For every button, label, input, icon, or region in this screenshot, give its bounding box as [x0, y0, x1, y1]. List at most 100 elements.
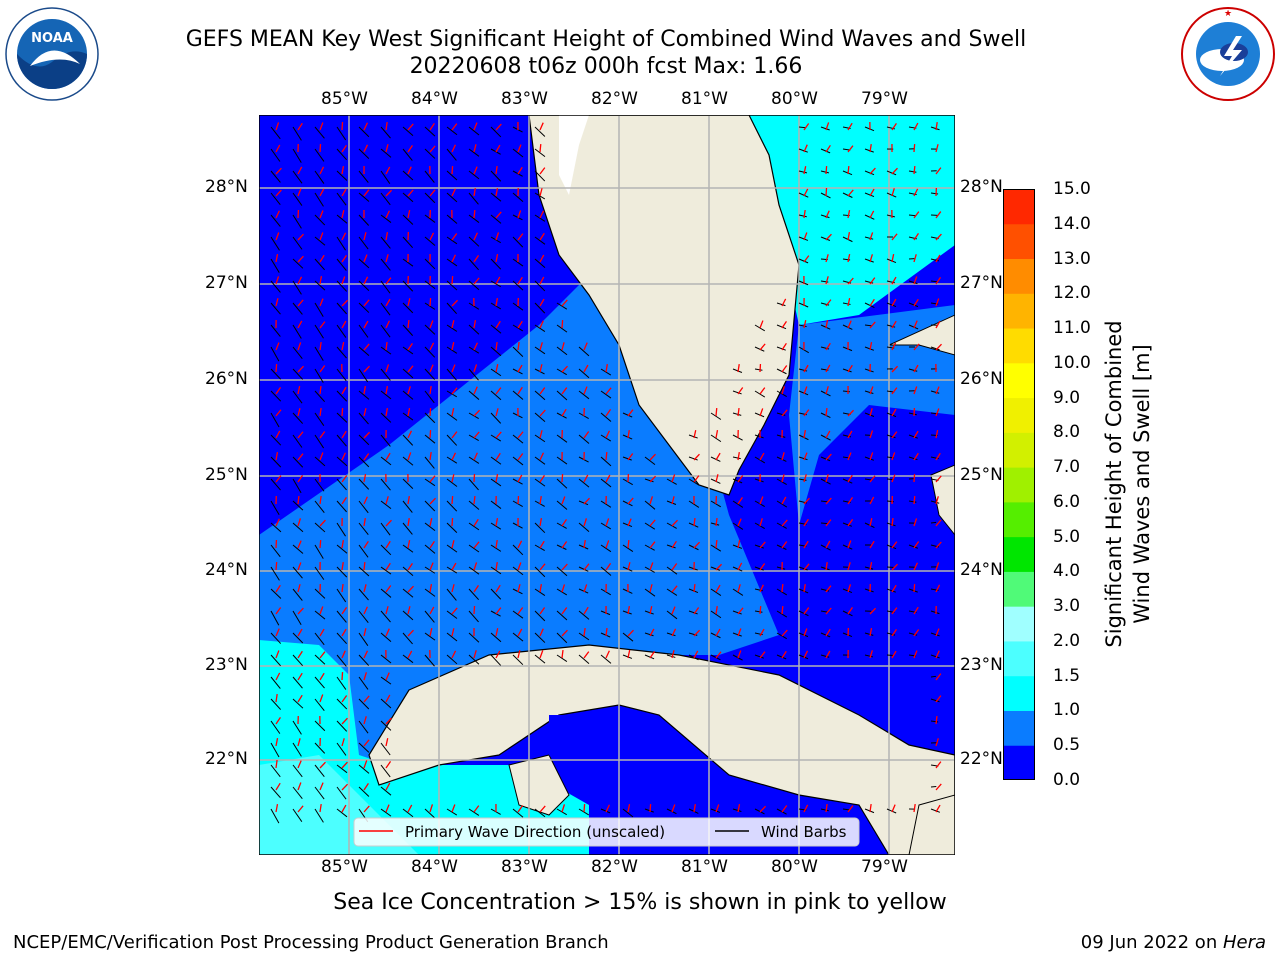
wind-barb: [732, 522, 744, 530]
colorbar-tick-label: 12.0: [1053, 283, 1091, 304]
wind-barb: [402, 808, 414, 818]
wave-arrow: [429, 497, 436, 505]
wave-arrow: [495, 232, 500, 241]
wave-arrow: [517, 386, 523, 395]
wind-barb: [358, 522, 369, 536]
wave-arrow: [539, 452, 545, 461]
wave-arrow: [341, 210, 345, 219]
wind-barb: [358, 500, 369, 514]
footer-date: 09 Jun 2022 on Hera: [1081, 932, 1266, 953]
wind-barb: [380, 720, 392, 731]
wave-arrow: [319, 188, 325, 197]
wave-arrow: [715, 584, 721, 593]
wave-arrow: [825, 453, 832, 461]
wind-barb: [908, 280, 918, 285]
wind-barb: [512, 346, 524, 357]
wave-arrow: [715, 651, 722, 659]
wind-barb: [270, 522, 282, 533]
wave-arrow: [385, 364, 390, 373]
wave-arrow: [297, 518, 302, 527]
wind-barb: [402, 478, 414, 490]
wind-barb: [930, 720, 939, 723]
wind-barb: [336, 478, 347, 491]
wind-barb: [798, 632, 809, 638]
wind-barb: [600, 566, 612, 576]
wind-barb: [380, 346, 392, 355]
wave-arrow: [803, 188, 809, 197]
wind-barb: [820, 346, 830, 350]
wave-arrow: [605, 540, 610, 549]
wind-barb: [424, 126, 436, 137]
wind-barb: [424, 588, 436, 597]
wave-arrow: [737, 518, 742, 527]
wave-arrow: [913, 803, 916, 813]
wind-barb: [336, 148, 347, 161]
wave-arrow: [825, 254, 829, 263]
wind-barb: [424, 500, 436, 512]
wind-barb: [512, 610, 524, 619]
wave-arrow: [803, 452, 808, 461]
wind-barb: [446, 148, 457, 161]
wind-barb: [336, 324, 347, 338]
wave-arrow: [385, 277, 392, 285]
wave-arrow: [275, 759, 278, 769]
wave-arrow: [935, 584, 941, 593]
wave-arrow: [319, 782, 324, 791]
wave-arrow: [935, 783, 942, 791]
sea-band-northeast: [749, 115, 955, 325]
wave-arrow: [385, 320, 391, 329]
wave-arrow: [385, 519, 392, 527]
wave-arrow: [539, 143, 542, 153]
wave-arrow: [891, 650, 897, 659]
wave-arrow: [935, 541, 942, 549]
wave-arrow: [385, 585, 392, 593]
wind-barb: [358, 170, 369, 183]
wind-barb: [446, 610, 458, 619]
wind-barb: [490, 456, 502, 465]
wind-barb: [314, 500, 325, 513]
wave-arrow: [539, 387, 546, 395]
wave-arrow: [473, 144, 477, 153]
wind-barb: [534, 654, 546, 664]
wind-barb: [732, 368, 743, 373]
wave-arrow: [715, 804, 720, 813]
svg-text:★: ★: [1224, 9, 1232, 19]
wind-barb: [534, 632, 546, 643]
wave-arrow: [759, 584, 764, 593]
wind-barb: [798, 236, 809, 241]
wave-arrow: [363, 299, 370, 307]
wave-arrow: [539, 563, 546, 571]
wave-arrow: [495, 320, 501, 329]
wave-arrow: [451, 364, 456, 373]
wind-barb: [270, 324, 281, 337]
wave-arrow: [781, 519, 788, 527]
wind-barb: [446, 522, 458, 534]
wind-barb: [314, 610, 326, 620]
wave-arrow: [363, 540, 369, 549]
wave-arrow: [275, 650, 280, 659]
colorbar-tick-label: 8.0: [1053, 422, 1081, 443]
wave-arrow: [803, 255, 810, 263]
wave-arrow: [759, 541, 766, 549]
wave-arrow: [517, 562, 522, 571]
wind-barb: [754, 434, 764, 439]
colorbar-title-line1: Significant Height of Combined: [1102, 320, 1126, 648]
wave-arrow: [627, 518, 632, 527]
wind-barb: [710, 434, 722, 443]
wind-barb: [644, 522, 656, 530]
wave-arrow: [781, 541, 788, 549]
wind-barb: [446, 808, 458, 816]
wind-barb: [292, 764, 303, 778]
wave-arrow: [275, 452, 279, 461]
wind-barb: [424, 412, 436, 424]
wind-barb: [534, 588, 546, 596]
wave-arrow: [935, 233, 942, 241]
wave-arrow: [847, 320, 852, 329]
wave-arrow: [539, 188, 543, 197]
wave-arrow: [891, 320, 897, 329]
wind-barb: [468, 522, 480, 531]
wave-arrow: [319, 166, 325, 175]
wave-arrow: [935, 430, 939, 439]
wind-barb: [534, 258, 546, 268]
wave-arrow: [385, 144, 389, 153]
